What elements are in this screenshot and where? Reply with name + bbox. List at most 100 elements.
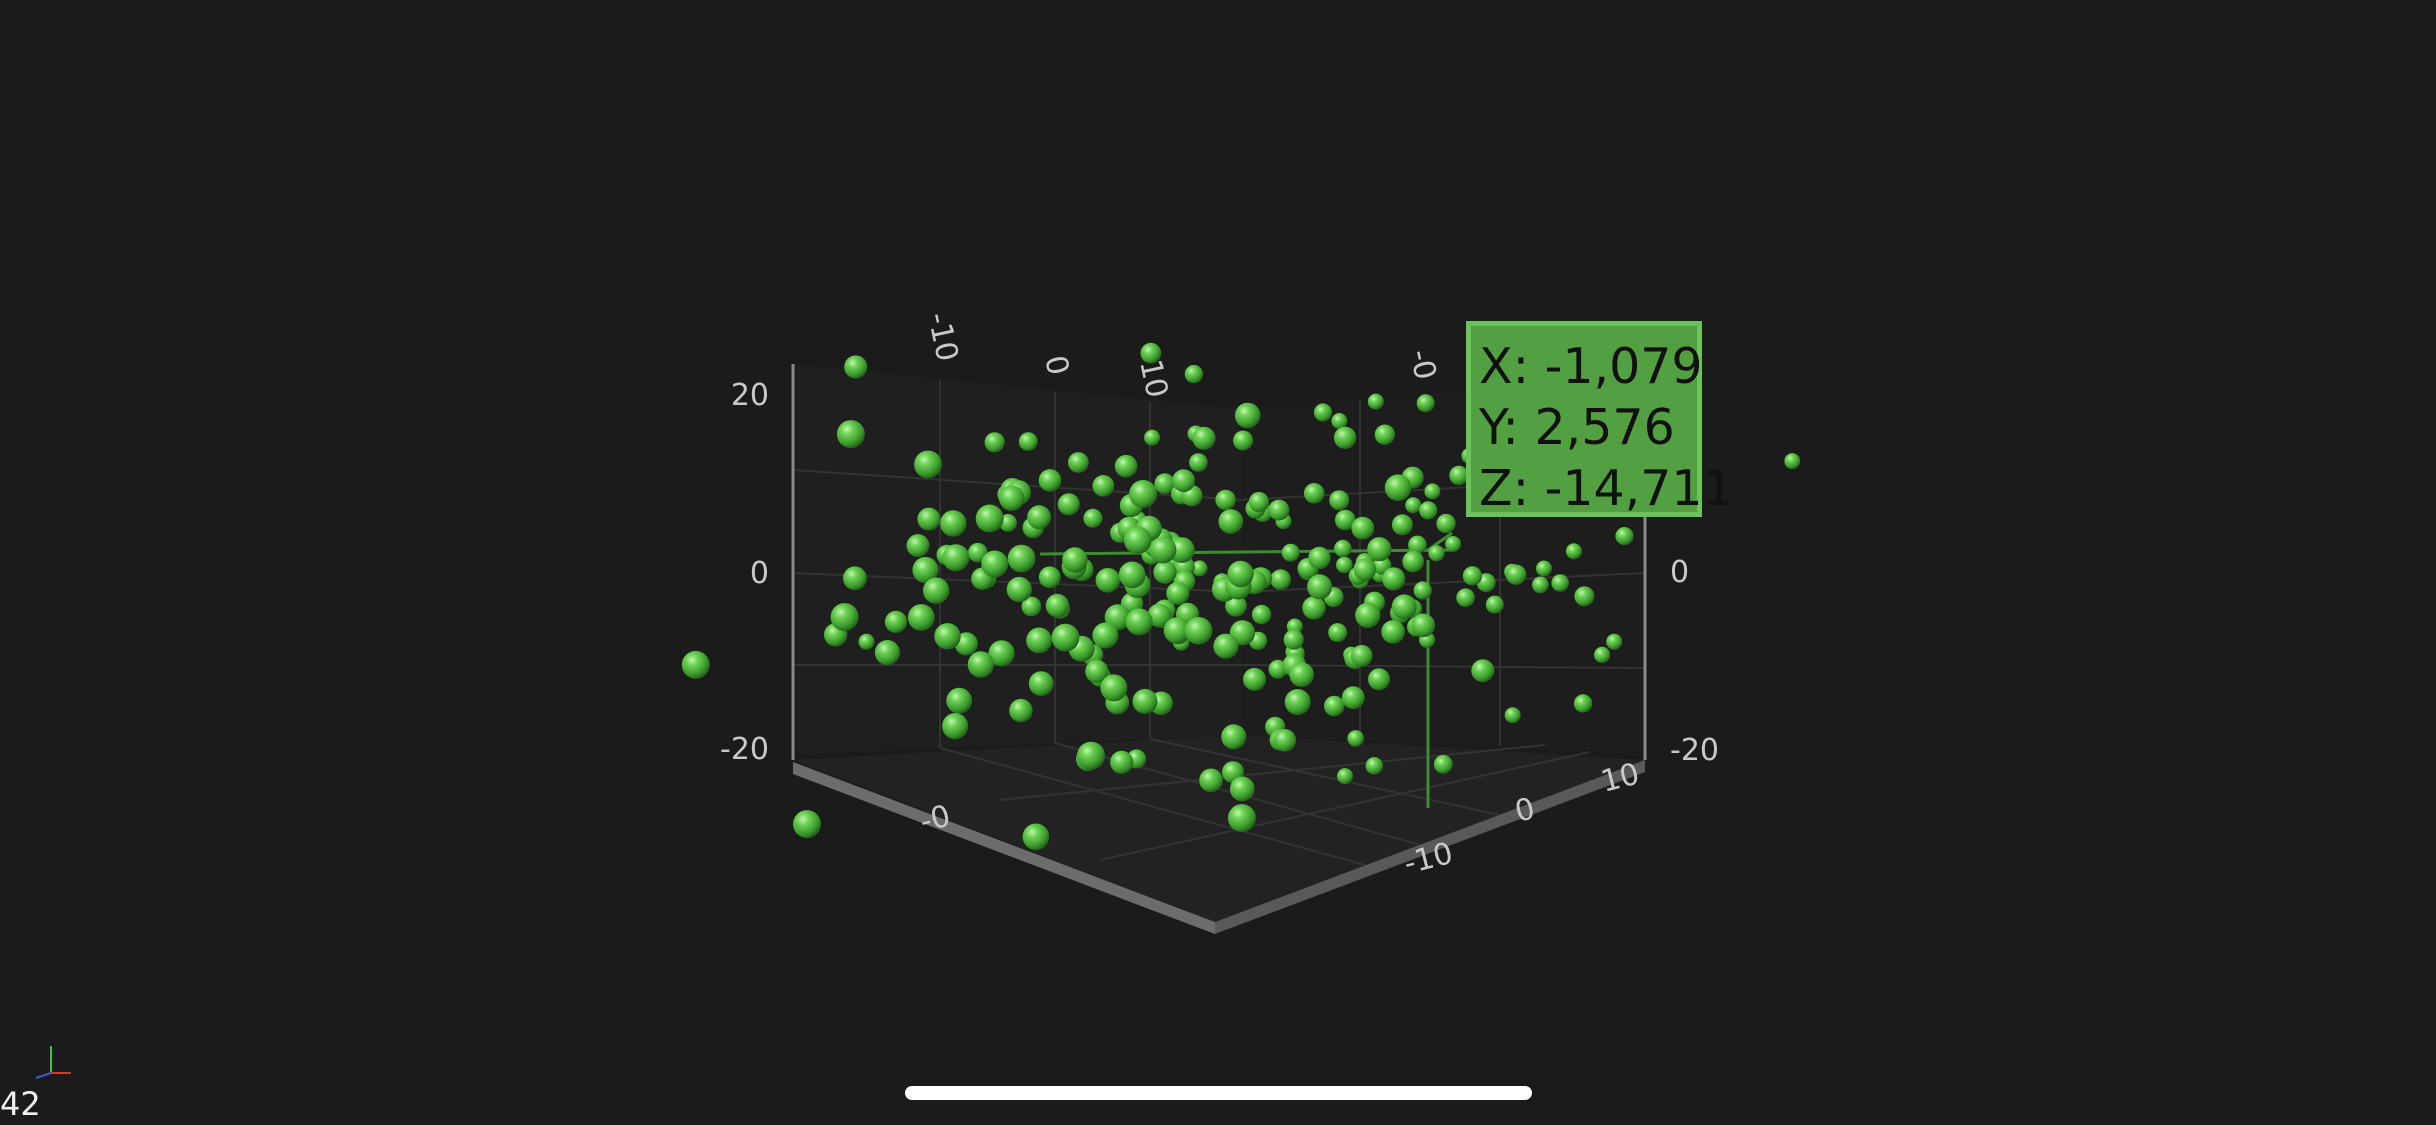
scatter-point[interactable] (1234, 402, 1261, 429)
scatter-point[interactable] (1227, 804, 1256, 833)
scatter-point[interactable] (1504, 707, 1521, 724)
scatter-point[interactable] (1573, 694, 1593, 713)
scatter-point[interactable] (1367, 537, 1392, 562)
scatter-point[interactable] (940, 510, 967, 537)
scatter-point[interactable] (1284, 689, 1311, 715)
scatter-point[interactable] (1192, 426, 1216, 450)
scatter-point[interactable] (1027, 505, 1052, 530)
scatter-point[interactable] (1606, 633, 1623, 650)
scatter-point[interactable] (1313, 403, 1333, 422)
scatter-point[interactable] (1227, 560, 1254, 588)
scatter-point[interactable] (1341, 686, 1365, 710)
scatter-point[interactable] (1028, 671, 1054, 696)
scatter-point[interactable] (1551, 574, 1569, 592)
scatter-point[interactable] (1307, 574, 1333, 600)
scatter-point[interactable] (1172, 469, 1195, 493)
scatter-point[interactable] (907, 604, 935, 631)
scatter-point[interactable] (1784, 453, 1801, 470)
scatter-point[interactable] (1416, 394, 1435, 413)
scatter-point[interactable] (1153, 560, 1177, 584)
scatter-point[interactable] (1118, 561, 1146, 589)
scatter-point[interactable] (1051, 623, 1080, 652)
scatter-point[interactable] (1281, 543, 1300, 562)
scatter-point[interactable] (884, 610, 908, 634)
scatter-point[interactable] (1532, 576, 1549, 594)
scatter-point[interactable] (1154, 473, 1176, 495)
scatter-point[interactable] (1324, 695, 1345, 717)
scatter-point[interactable] (1248, 491, 1269, 513)
scatter-point[interactable] (1149, 536, 1177, 564)
scatter-point[interactable] (1615, 527, 1634, 546)
scatter-point[interactable] (1095, 568, 1121, 593)
scatter-point[interactable] (1092, 475, 1115, 497)
scatter-point[interactable] (1009, 698, 1033, 723)
scatter-point[interactable] (1100, 674, 1128, 702)
scatter-point[interactable] (1045, 593, 1070, 618)
scatter-point[interactable] (1132, 688, 1158, 714)
scatter-point[interactable] (1110, 750, 1134, 774)
scatter-point[interactable] (975, 504, 1004, 533)
scatter-point[interactable] (1083, 508, 1103, 528)
scatter-point[interactable] (793, 810, 821, 839)
scatter-point[interactable] (1433, 754, 1453, 774)
scatter-point[interactable] (1424, 483, 1441, 500)
scatter-point[interactable] (1189, 453, 1208, 472)
scatter-point[interactable] (1129, 480, 1158, 508)
scatter-point[interactable] (681, 650, 710, 679)
scatter-point[interactable] (1213, 633, 1239, 659)
scatter-point[interactable] (1381, 620, 1405, 644)
scatter-point[interactable] (946, 687, 973, 714)
scatter-point[interactable] (1233, 430, 1254, 451)
scatter-point[interactable] (1462, 566, 1482, 586)
scatter-point[interactable] (1302, 596, 1326, 620)
scatter-point[interactable] (1225, 595, 1247, 617)
scatter-point[interactable] (1184, 364, 1204, 384)
scatter-point[interactable] (1022, 823, 1050, 851)
scatter-point[interactable] (1144, 429, 1161, 446)
scatter-point[interactable] (1184, 617, 1213, 645)
scatter-point[interactable] (1218, 509, 1244, 534)
scatter-point[interactable] (906, 534, 930, 558)
scatter-point[interactable] (912, 556, 939, 584)
scatter-point[interactable] (1428, 545, 1445, 562)
scatter-point[interactable] (1273, 729, 1297, 752)
scatter-point[interactable] (1351, 516, 1375, 540)
scatter-point[interactable] (830, 603, 859, 632)
scatter-point[interactable] (836, 420, 865, 449)
scatter-point[interactable] (1125, 608, 1153, 636)
scatter-point[interactable] (1243, 667, 1266, 691)
scatter-point[interactable] (1068, 452, 1089, 473)
scatter-point[interactable] (1104, 604, 1131, 631)
scatter-point[interactable] (1333, 426, 1357, 449)
scatter-point[interactable] (1251, 604, 1272, 625)
scatter-point[interactable] (1092, 622, 1119, 649)
scatter-point[interactable] (1007, 544, 1036, 573)
scatter-point[interactable] (1445, 536, 1462, 552)
scatter-point[interactable] (1374, 424, 1396, 445)
scatter-point[interactable] (1456, 588, 1475, 607)
scatter-point[interactable] (1026, 627, 1052, 654)
scatter-point[interactable] (1140, 342, 1162, 364)
scatter-point[interactable] (1391, 594, 1417, 620)
scatter-point[interactable] (1006, 576, 1032, 603)
scatter-point[interactable] (984, 432, 1005, 453)
scatter-point[interactable] (934, 623, 961, 650)
scatter-point[interactable] (1199, 768, 1223, 793)
scatter-point[interactable] (999, 485, 1025, 511)
scatter-point[interactable] (1505, 564, 1527, 585)
scatter-point[interactable] (1057, 493, 1080, 516)
scatter-point[interactable] (1335, 509, 1356, 531)
scatter-point[interactable] (1329, 490, 1350, 511)
scatter-point[interactable] (1331, 413, 1348, 429)
scatter-point[interactable] (967, 651, 995, 678)
scatter-point[interactable] (1391, 514, 1413, 536)
scatter-point[interactable] (1038, 566, 1061, 589)
scatter-point[interactable] (1411, 613, 1436, 638)
scatter-point[interactable] (1471, 659, 1495, 683)
scatter-point[interactable] (1268, 499, 1290, 521)
scatter-point[interactable] (917, 507, 941, 531)
scatter-point[interactable] (1350, 644, 1373, 667)
scatter-point[interactable] (1114, 454, 1138, 478)
scatter-point[interactable] (1355, 602, 1381, 628)
scatter-point[interactable] (1536, 560, 1552, 577)
